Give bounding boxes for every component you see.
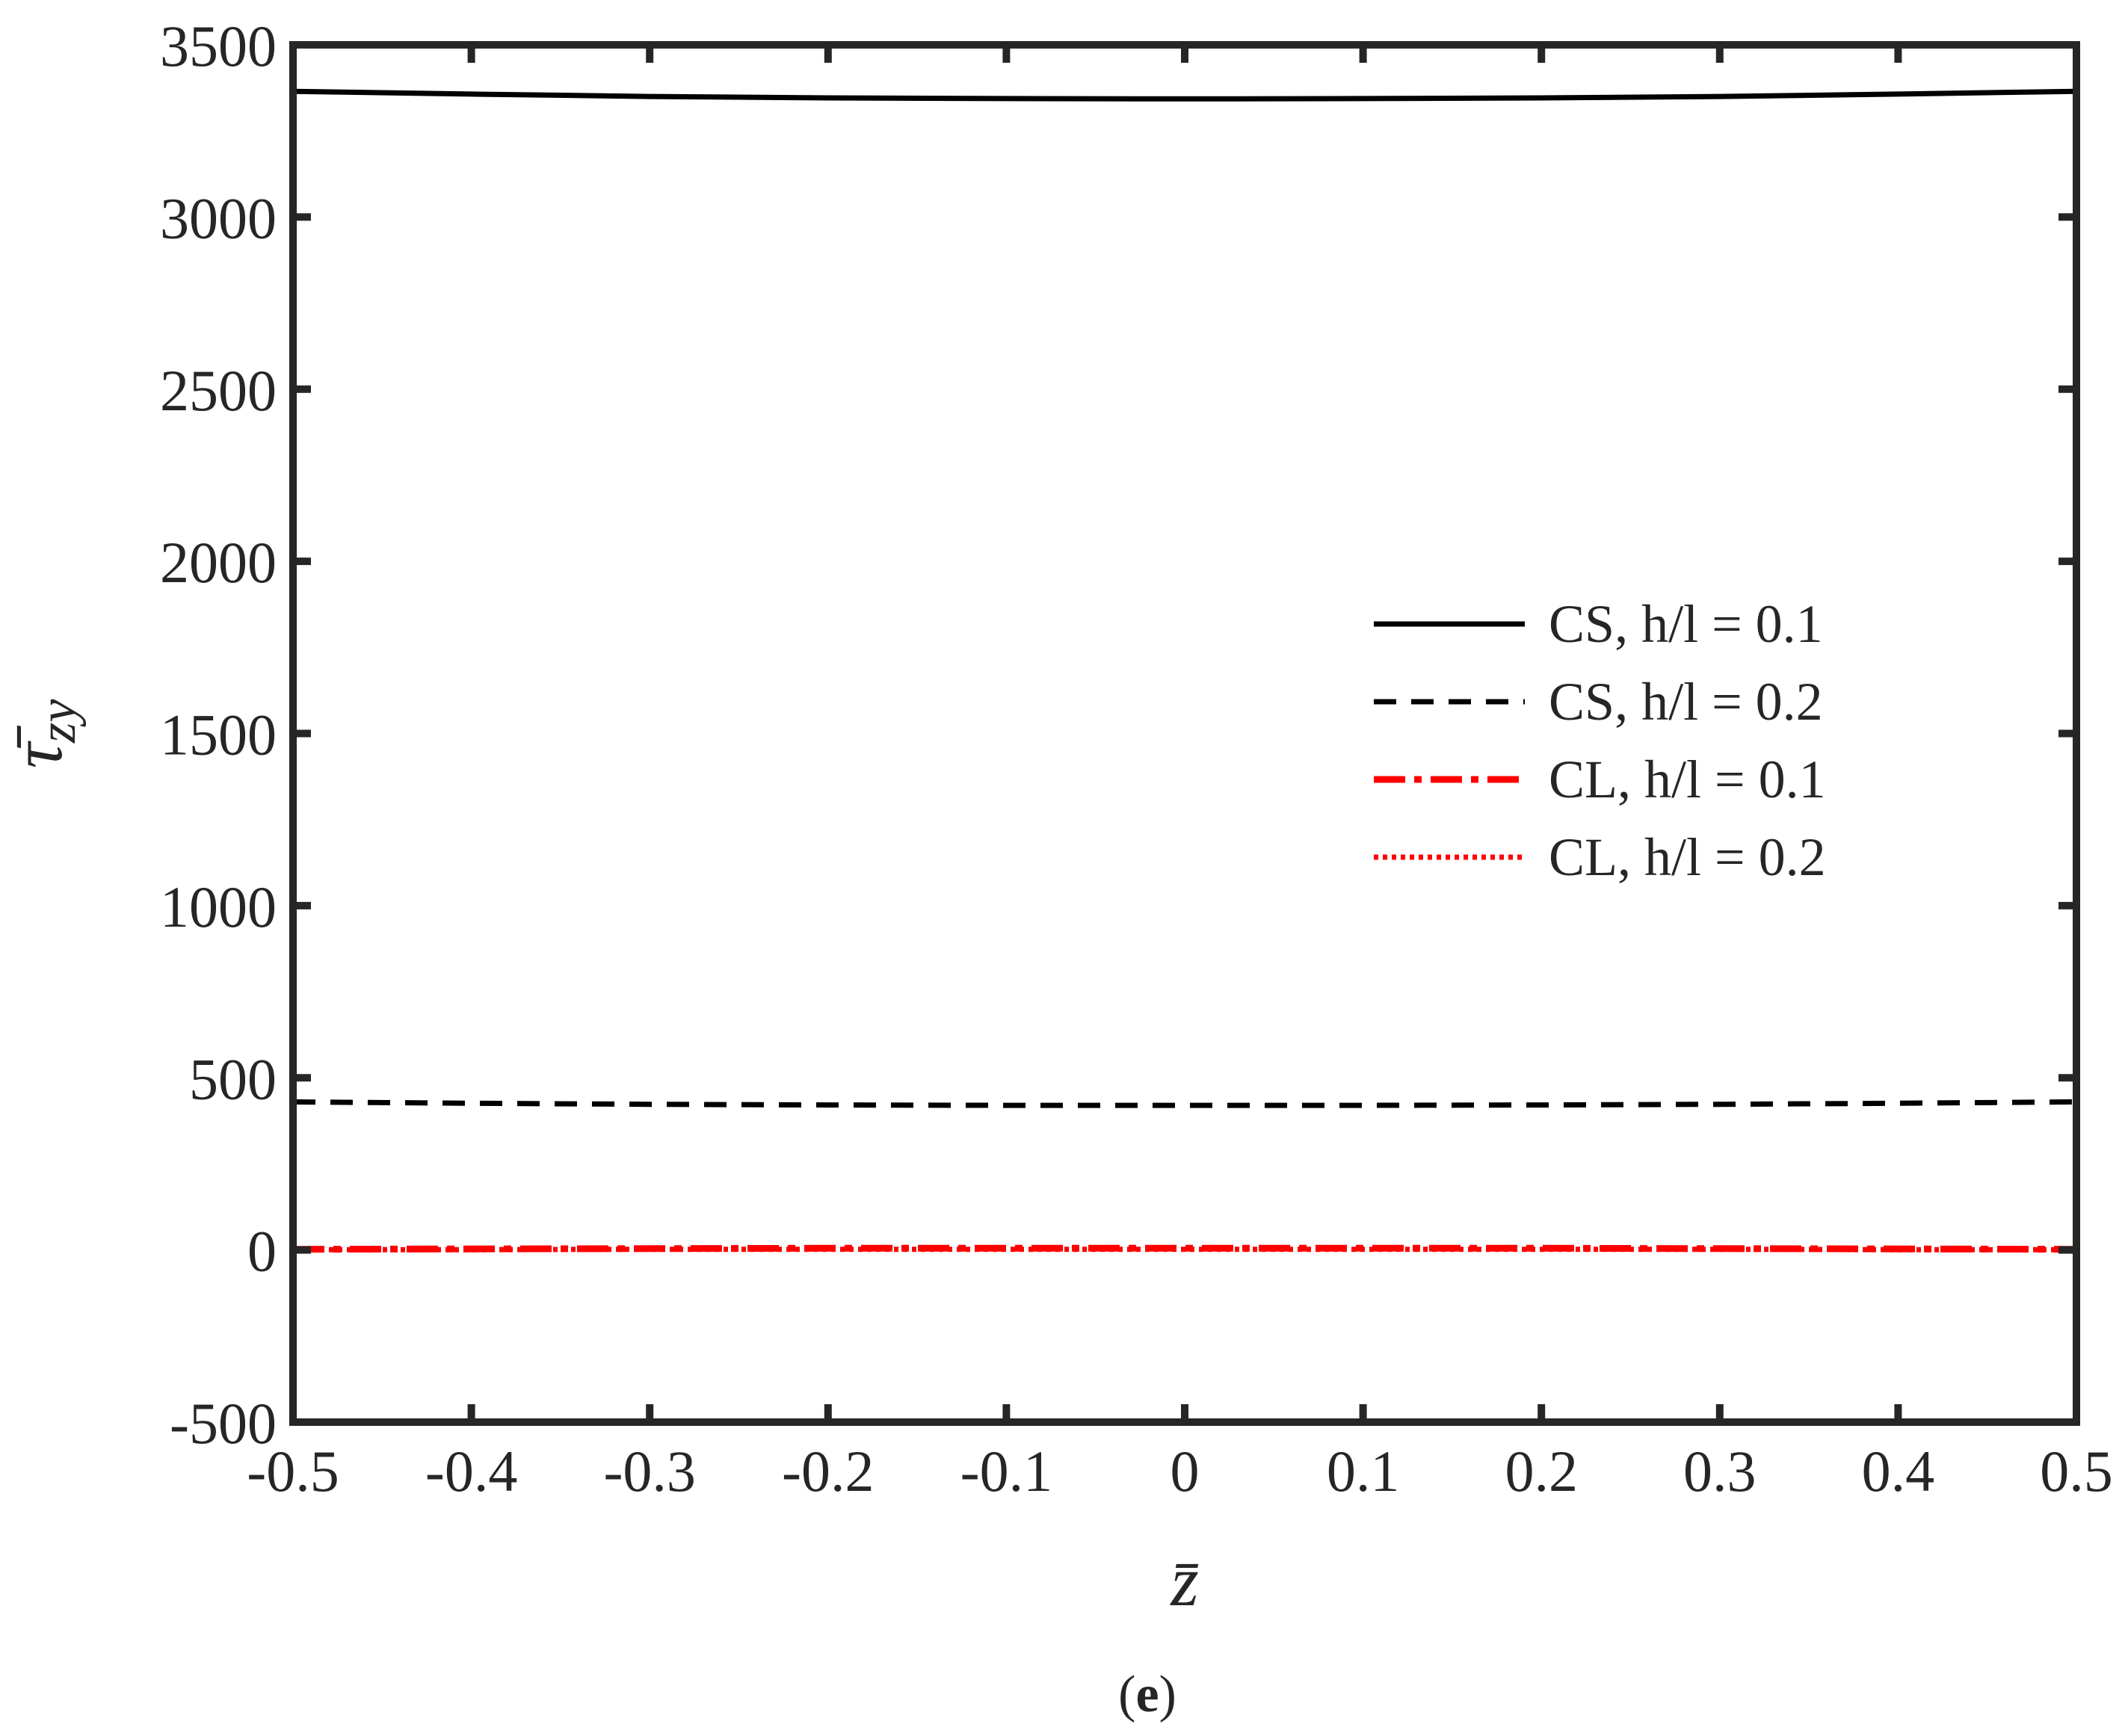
panel-label-close: ) (1159, 1666, 1176, 1723)
y-tick-label: 1500 (160, 702, 277, 767)
x-tick-label: 0.3 (1683, 1439, 1757, 1504)
series-line (292, 1099, 2077, 1108)
legend: CS, h/l = 0.1 CS, h/l = 0.2 CL, h/l = 0.1 C… (1374, 594, 1826, 887)
x-tick-label: -0.3 (603, 1439, 695, 1504)
y-axis-title-text: τ̄zy (0, 699, 87, 769)
panel-label: (e) (1118, 1666, 1176, 1723)
x-tick-label: 0.4 (1862, 1439, 1935, 1504)
series-layer (292, 88, 2077, 1253)
legend-label: CL, h/l = 0.1 (1549, 750, 1826, 809)
x-tick-label: -0.5 (247, 1439, 339, 1504)
y-tick-label: 2000 (160, 530, 277, 595)
x-tick-labels: -0.5 -0.4 -0.3 -0.2 -0.1 0 0.1 0.2 0.3 0.4 0.5 (247, 1439, 2112, 1504)
y-tick-label: 500 (189, 1046, 277, 1111)
tick-marks (289, 41, 2080, 1426)
legend-label: CS, h/l = 0.1 (1549, 594, 1823, 654)
x-tick-label: 0.2 (1505, 1439, 1578, 1504)
y-tick-label: 3500 (160, 13, 277, 78)
x-axis-title-text: z̄ (1169, 1541, 1199, 1621)
x-tick-label: -0.2 (782, 1439, 874, 1504)
series-line (292, 88, 2077, 102)
y-axis-title-subscript: zy (29, 699, 87, 744)
x-tick-label: -0.1 (960, 1439, 1052, 1504)
y-tick-label: 0 (247, 1219, 277, 1284)
x-tick-label: 0.1 (1327, 1439, 1400, 1504)
x-tick-label: 0 (1171, 1439, 1200, 1504)
y-tick-label: 2500 (160, 358, 277, 423)
legend-label: CL, h/l = 0.2 (1549, 827, 1826, 887)
y-tick-label: 3000 (160, 185, 277, 250)
legend-label: CS, h/l = 0.2 (1549, 672, 1823, 732)
x-tick-label: 0.5 (2040, 1439, 2113, 1504)
y-tick-labels: -500 0 500 1000 1500 2000 2500 3000 3500 (160, 13, 277, 1456)
y-tick-label: -500 (170, 1391, 277, 1456)
x-axis-title: z̄ (1169, 1541, 1199, 1621)
x-tick-label: -0.4 (425, 1439, 517, 1504)
panel-label-open: ( (1118, 1666, 1135, 1723)
y-tick-label: 1000 (160, 874, 277, 939)
plot-frame (289, 41, 2080, 1426)
y-axis-title: τ̄zy (0, 699, 87, 769)
panel-label-letter: e (1135, 1666, 1159, 1723)
